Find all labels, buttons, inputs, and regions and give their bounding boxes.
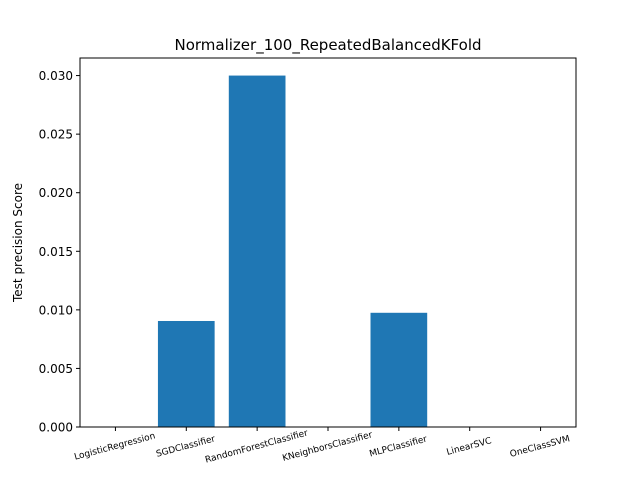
y-tick-label: 0.015	[39, 245, 73, 259]
plot-frame	[79, 57, 577, 428]
bars-layer	[157, 75, 428, 427]
y-tick-label: 0.005	[39, 362, 73, 376]
bar-randomforestclassifier	[228, 75, 286, 427]
y-tick-label: 0.020	[39, 186, 73, 200]
y-tick-label: 0.025	[39, 128, 73, 142]
bar-mlpclassifier	[370, 312, 428, 427]
y-axis-label: Test precision Score	[11, 183, 25, 303]
y-tick-label: 0.030	[39, 69, 73, 83]
y-axis: 0.000 0.005 0.010 0.015 0.020 0.025 0.030	[39, 69, 80, 435]
chart-title: Normalizer_100_RepeatedBalancedKFold	[174, 36, 481, 55]
y-tick-label: 0.010	[39, 303, 73, 317]
bar-sgdclassifier	[157, 320, 215, 427]
y-tick-label: 0.000	[39, 421, 73, 435]
